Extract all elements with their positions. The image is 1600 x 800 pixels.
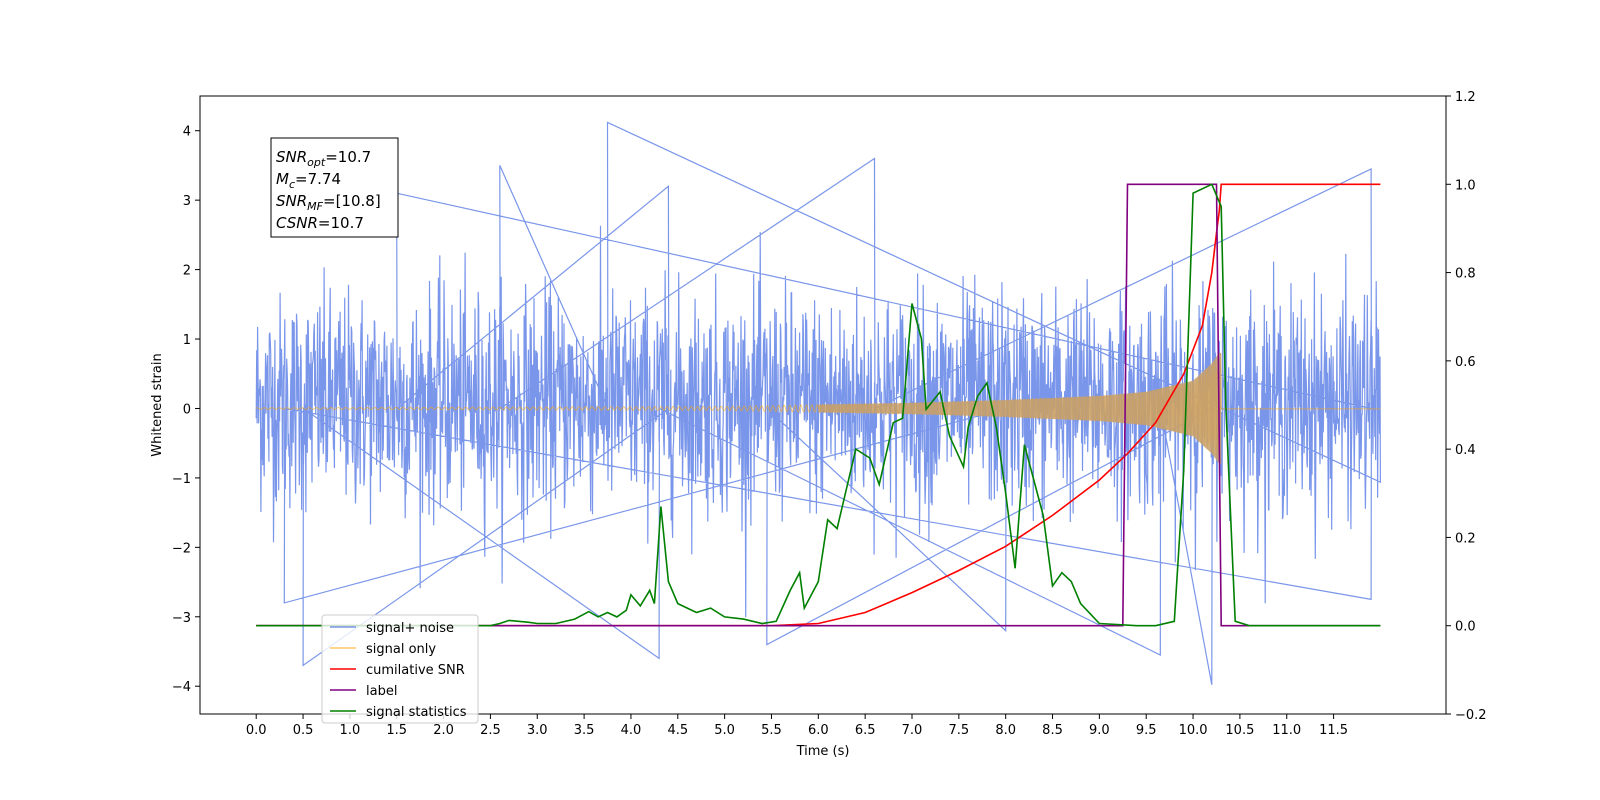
- x-axis-label: Time (s): [796, 744, 850, 759]
- y2-tick-label: 0.0: [1455, 620, 1476, 635]
- legend-frame: [321, 614, 479, 724]
- x-tick-label: 5.0: [714, 723, 735, 738]
- x-tick-label: 10.5: [1225, 723, 1254, 738]
- annotation-value: =10.7: [318, 214, 364, 232]
- y-tick-label: 2: [183, 264, 191, 279]
- plot-area: [255, 121, 1382, 685]
- annotation-value: =10.7: [325, 148, 371, 166]
- legend-entry: signal only: [366, 642, 436, 657]
- annotation-line: Mc=7.74: [276, 170, 341, 191]
- x-tick-label: 4.0: [621, 723, 642, 738]
- x-tick-label: 3.0: [527, 723, 548, 738]
- legend-entry: label: [366, 684, 397, 699]
- x-tick-label: 8.0: [995, 723, 1016, 738]
- series-line-4: [256, 183, 1381, 627]
- y-tick-label: 3: [183, 194, 191, 209]
- x-tick-label: 1.0: [340, 723, 361, 738]
- y-tick-label: 1: [183, 333, 191, 348]
- x-tick-label: 6.5: [855, 723, 876, 738]
- annotation-symbol: SNR: [276, 192, 307, 210]
- x-tick-label: 11.0: [1272, 723, 1301, 738]
- x-axis: 0.0 0.5 1.0 1.5 2.0 2.5 3.0 3.5 4.0 4.5 5.0 5.5 6.0 6…: [246, 714, 1348, 738]
- x-tick-label: 2.5: [480, 723, 501, 738]
- x-tick-label: 9.0: [1089, 723, 1110, 738]
- legend-entry: signal+ noise: [366, 621, 454, 636]
- x-tick-label: 8.5: [1042, 723, 1063, 738]
- annotation-line: CSNR=10.7: [276, 214, 364, 232]
- x-tick-label: 5.5: [761, 723, 782, 738]
- y-tick-label: −4: [172, 680, 191, 695]
- x-tick-label: 4.5: [667, 723, 688, 738]
- x-tick-label: 9.5: [1136, 723, 1157, 738]
- annotation-subscript: MF: [307, 200, 323, 213]
- legend-entry: cumilative SNR: [366, 663, 465, 678]
- legend-entry: signal statistics: [366, 705, 467, 720]
- annotation-line: SNRMF=[10.8]: [276, 192, 381, 213]
- y-tick-label: −2: [172, 541, 191, 556]
- annotation-line: SNRopt=10.7: [276, 148, 371, 169]
- y2-tick-label: −0.2: [1455, 708, 1487, 723]
- annotation-symbol: CSNR: [276, 214, 318, 232]
- y-tick-label: −1: [172, 472, 191, 487]
- axes-frame: [199, 95, 1447, 715]
- x-tick-label: 11.5: [1319, 723, 1348, 738]
- annotation-symbol: SNR: [276, 148, 307, 166]
- x-tick-label: 0.5: [293, 723, 314, 738]
- legend: signal+ noise signal only cumilative SNR la…: [321, 614, 479, 724]
- annotation-subscript: opt: [307, 156, 326, 169]
- y2-tick-label: 0.6: [1455, 355, 1476, 370]
- y-axis-label: Whitened strain: [150, 353, 165, 456]
- y2-tick-label: 0.4: [1455, 443, 1476, 458]
- x-tick-label: 1.5: [386, 723, 407, 738]
- x-tick-label: 2.0: [433, 723, 454, 738]
- x-tick-label: 10.0: [1179, 723, 1208, 738]
- y2-tick-label: 0.2: [1455, 531, 1476, 546]
- annotation-value: =[10.8]: [323, 192, 381, 210]
- y-tick-label: −3: [172, 611, 191, 626]
- x-tick-label: 7.0: [902, 723, 923, 738]
- y-tick-label: 4: [183, 125, 191, 140]
- annotation-value: =7.74: [295, 170, 341, 188]
- x-tick-label: 3.5: [574, 723, 595, 738]
- y2-tick-label: 1.2: [1455, 90, 1476, 105]
- y2-tick-label: 0.8: [1455, 267, 1476, 282]
- x-tick-label: 0.0: [246, 723, 267, 738]
- annotation-frame: [270, 137, 399, 238]
- signal-only-envelope: [818, 352, 1222, 464]
- x-tick-label: 6.0: [808, 723, 829, 738]
- annotation-symbol: M: [276, 170, 289, 188]
- y-axis-left: −4 −3 −2 −1 0 1 2 3 4: [172, 125, 200, 695]
- x-tick-label: 7.5: [948, 723, 969, 738]
- y2-tick-label: 1.0: [1455, 178, 1476, 193]
- y-tick-label: 0: [183, 402, 191, 417]
- y-axis-right: −0.2 0.0 0.2 0.4 0.6 0.8 1.0 1.2: [1446, 90, 1487, 723]
- annotation-subscript: c: [289, 178, 295, 191]
